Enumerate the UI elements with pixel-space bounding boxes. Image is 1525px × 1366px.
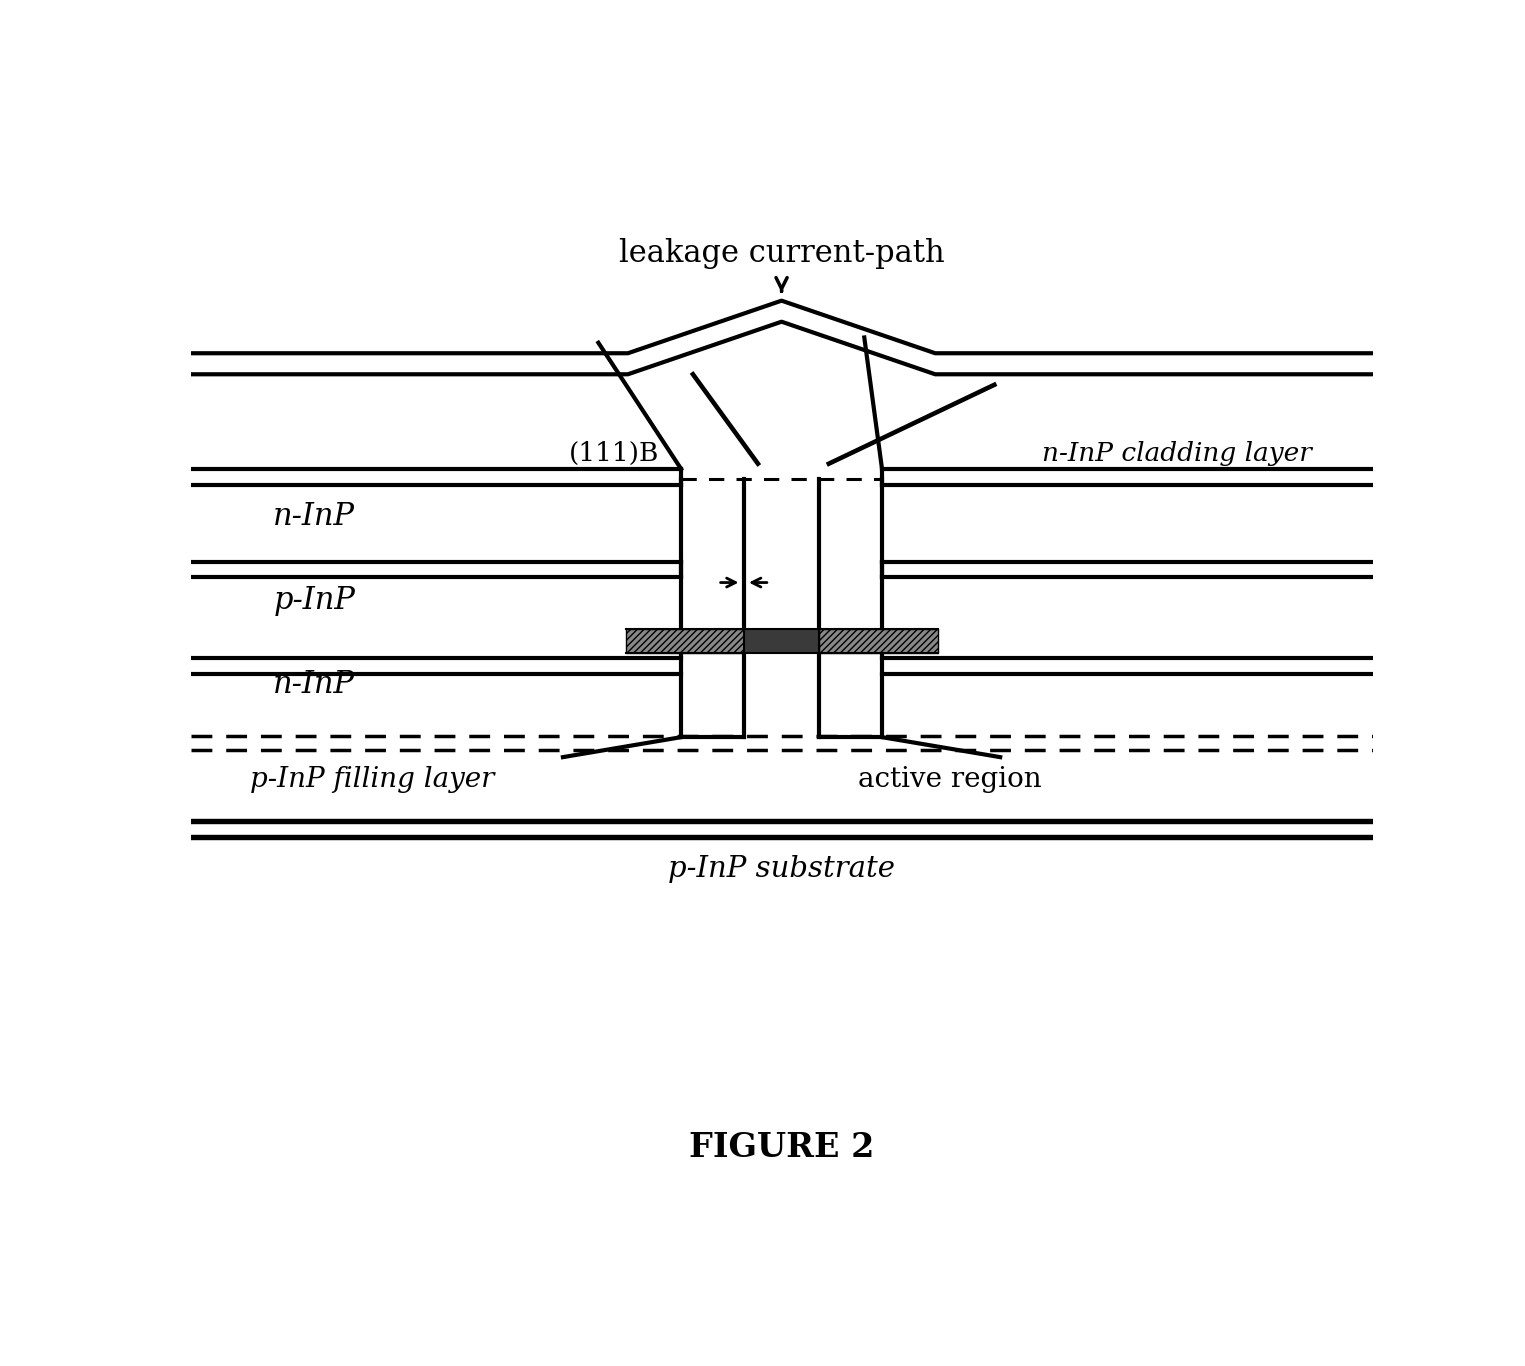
Text: FIGURE 2: FIGURE 2 (689, 1131, 874, 1164)
Text: leakage current-path: leakage current-path (619, 238, 944, 269)
Text: p-InP: p-InP (273, 585, 355, 616)
Text: (111)B: (111)B (569, 441, 659, 466)
Text: p-InP filling layer: p-InP filling layer (250, 766, 494, 792)
Text: p-InP substrate: p-InP substrate (668, 855, 895, 882)
Bar (819, 628, 938, 653)
Text: n-InP cladding layer: n-InP cladding layer (1042, 441, 1312, 466)
Text: active region: active region (859, 766, 1042, 792)
Text: n-InP: n-InP (273, 669, 355, 699)
Text: n-InP: n-InP (273, 501, 355, 531)
Bar (625, 628, 744, 653)
Bar (744, 628, 819, 653)
